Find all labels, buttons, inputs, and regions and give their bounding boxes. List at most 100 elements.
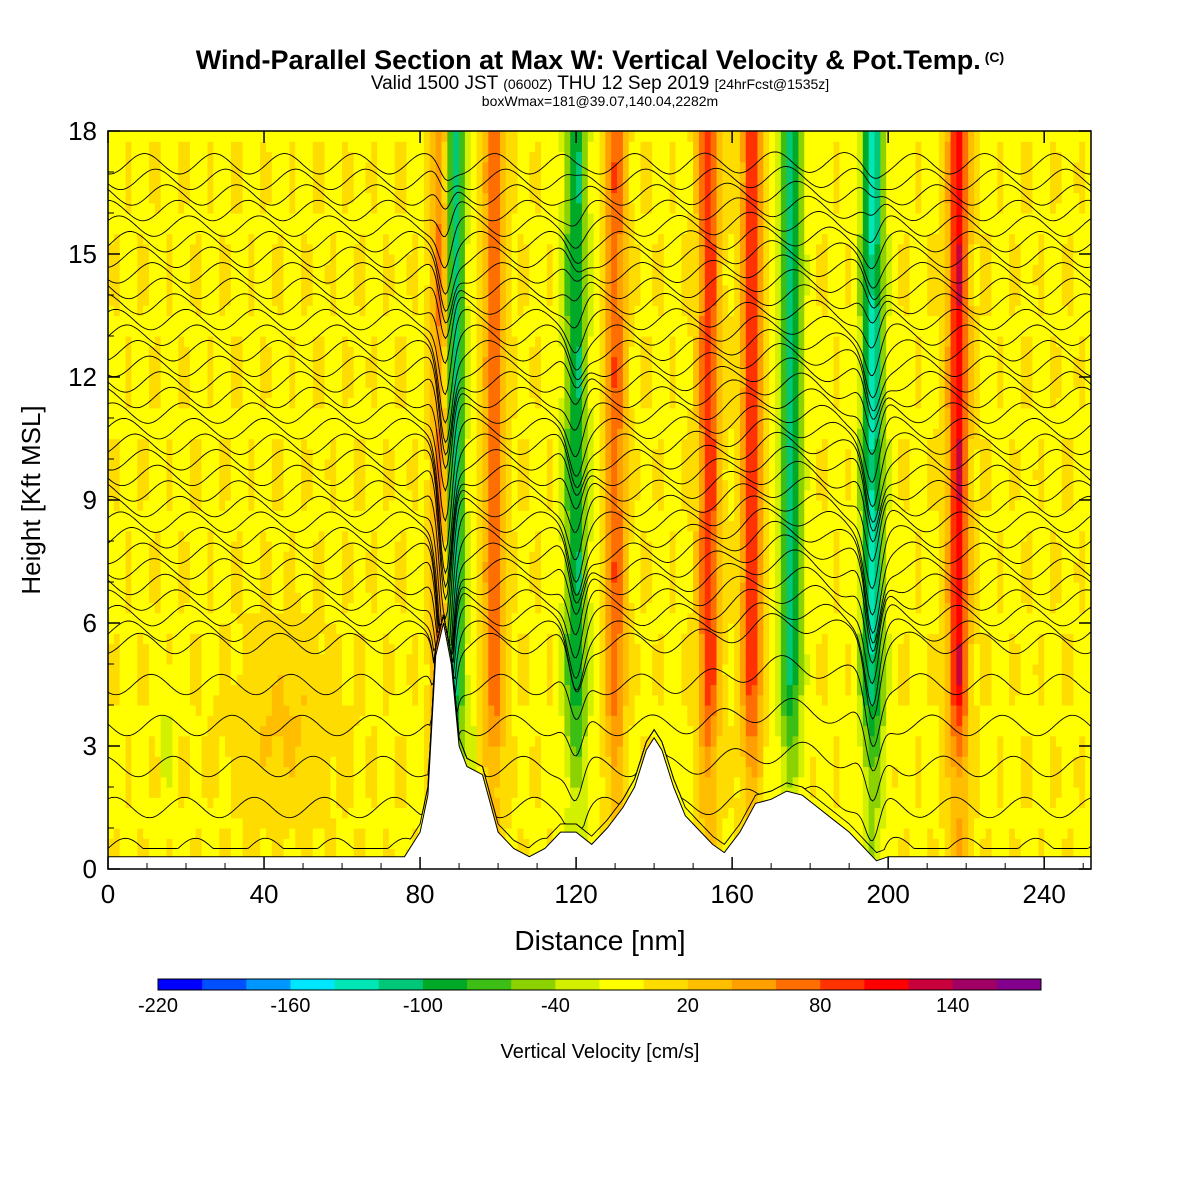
heat-cell-388: [137, 571, 144, 583]
heat-cell-1922: [260, 346, 267, 358]
heat-cell-378: [137, 674, 144, 686]
heat-cell-4929: [505, 520, 513, 532]
heat-cell-1462: [225, 633, 232, 645]
heat-cell-2396: [301, 653, 308, 665]
heat-cell-4748: [488, 161, 495, 173]
heat-cell-880: [178, 694, 185, 706]
heat-cell-169: [119, 602, 127, 614]
heat-cell-516: [148, 735, 156, 747]
heat-cell-3134: [359, 469, 367, 481]
heat-cell-3783: [412, 459, 419, 470]
heat-cell-1608: [236, 612, 244, 624]
heat-cell-3415: [383, 541, 390, 552]
heat-cell-1839: [254, 459, 261, 470]
heat-cell-278: [125, 223, 132, 235]
heat-cell-1045: [189, 479, 197, 491]
heat-cell-3839: [418, 623, 425, 634]
heat-cell-1303: [213, 787, 220, 798]
heat-cell-4689: [488, 766, 495, 778]
heat-cell-3708: [406, 489, 413, 501]
heat-cell-2091: [277, 828, 285, 839]
heat-cell-2116: [277, 571, 285, 583]
heat-cell-2546: [312, 592, 320, 604]
heat-cell-466: [143, 510, 150, 522]
heat-cell-3378: [377, 182, 384, 194]
heat-cell-584: [154, 776, 162, 788]
heat-cell-93: [113, 643, 121, 655]
heat-cell-2720: [324, 284, 331, 296]
heat-cell-4706: [488, 592, 495, 604]
heat-cell-81: [113, 766, 121, 778]
heat-cell-2035: [271, 664, 279, 675]
heat-cell-3728: [406, 284, 413, 296]
heat-cell-2115: [277, 582, 285, 593]
heat-cell-1660: [242, 817, 250, 829]
heat-cell-4071: [435, 459, 443, 470]
heat-cell-4833: [500, 766, 507, 778]
heat-cell-1654: [236, 141, 244, 153]
heat-cell-4870: [500, 387, 507, 399]
heat-cell-2005: [265, 233, 273, 245]
heat-cell-2517: [306, 151, 314, 163]
heat-cell-2072: [271, 284, 279, 296]
heat-cell-1274: [207, 346, 214, 358]
heat-cell-3391: [383, 787, 390, 798]
heat-cell-1775: [248, 377, 255, 388]
heat-cell-772: [166, 325, 173, 337]
heat-cell-3523: [388, 172, 396, 183]
heat-cell-2497: [306, 356, 314, 368]
heat-cell-3331: [377, 664, 384, 675]
heat-cell-2806: [330, 141, 337, 153]
heat-cell-3207: [365, 459, 372, 470]
heat-cell-1403: [219, 500, 226, 511]
heat-cell-2307: [295, 828, 302, 839]
heat-cell-577: [154, 848, 162, 860]
heat-cell-3491: [388, 500, 396, 511]
heat-cell-3665: [400, 192, 408, 204]
heat-cell-1670: [242, 715, 250, 727]
heat-cell-1030: [189, 633, 197, 645]
heat-cell-305: [131, 684, 138, 696]
heat-cell-737: [166, 684, 173, 696]
heat-cell-2651: [318, 254, 326, 265]
heat-cell-1279: [207, 295, 214, 306]
heat-cell-2031: [271, 705, 279, 716]
heat-cell-640: [154, 202, 162, 214]
heat-cell-2138: [277, 346, 285, 358]
heat-cell-1994: [265, 346, 273, 358]
heat-cell-4478: [470, 715, 478, 727]
heat-cell-3952: [423, 202, 431, 214]
heat-cell-4128: [441, 612, 448, 624]
heat-cell-1970: [265, 592, 273, 604]
heat-cell-3861: [418, 397, 425, 409]
heat-cell-2178: [283, 674, 290, 686]
heat-cell-3762: [412, 674, 419, 686]
heat-cell-113: [113, 438, 121, 450]
heat-cell-2767: [330, 541, 337, 552]
heat-cell-1028: [189, 653, 197, 665]
heat-cell-3195: [365, 582, 372, 593]
heat-cell-717: [160, 151, 168, 163]
heat-cell-2409: [301, 520, 308, 532]
heat-cell-2093: [277, 807, 285, 819]
heat-cell-2413: [301, 479, 308, 491]
heat-cell-695: [160, 377, 168, 388]
heat-cell-1216: [201, 202, 209, 214]
heat-cell-2860: [336, 325, 343, 337]
heat-cell-783: [166, 213, 173, 224]
heat-cell-730: [166, 756, 173, 768]
heat-cell-3492: [388, 489, 396, 501]
heat-cell-2606: [318, 715, 326, 727]
heat-cell-4845: [500, 643, 507, 655]
heat-cell-2136: [277, 366, 285, 378]
heat-cell-3727: [406, 295, 413, 306]
heat-cell-1336: [213, 448, 220, 460]
heat-cell-1058: [189, 346, 197, 358]
heat-cell-4482: [470, 674, 478, 686]
heat-cell-1248: [207, 612, 214, 624]
heat-cell-3348: [377, 489, 384, 501]
heat-cell-1161: [201, 766, 209, 778]
heat-cell-271: [125, 295, 132, 306]
heat-cell-1511: [225, 131, 232, 142]
heat-cell-309: [131, 643, 138, 655]
